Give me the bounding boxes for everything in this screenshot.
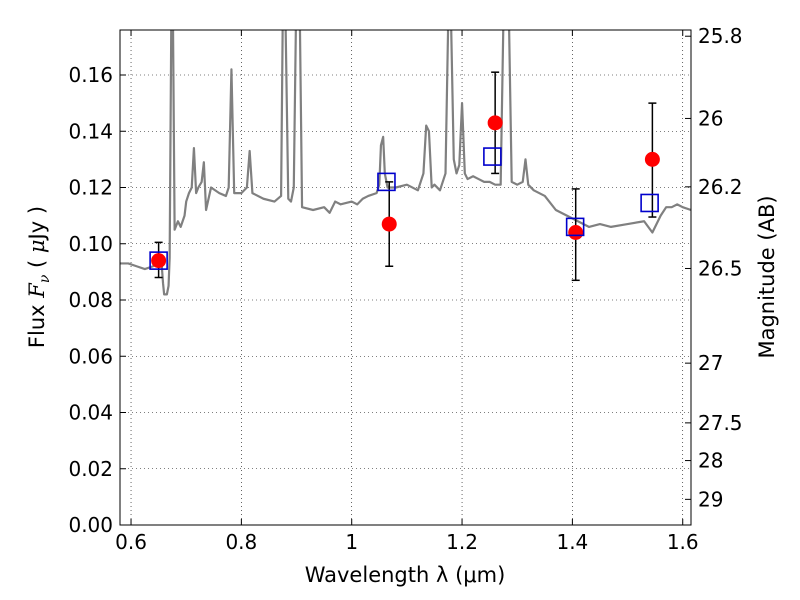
x-tick-label: 1 [345, 530, 358, 554]
spectrum-line [120, 30, 691, 296]
plot-area [120, 30, 691, 296]
x-tick-label: 0.8 [225, 530, 257, 554]
observed-flux-point [151, 253, 167, 269]
y-tick-label: 0.02 [68, 457, 113, 481]
y-tick-label: 0.04 [68, 401, 113, 425]
x-tick-label: 1.6 [667, 530, 699, 554]
y2-tick-label: 27.5 [698, 411, 743, 435]
y2-tick-label: 26.2 [698, 175, 743, 199]
y2-tick-label: 29 [698, 487, 723, 511]
y2-tick-label: 26.5 [698, 256, 743, 280]
x-tick-label: 1.4 [556, 530, 588, 554]
y-tick-label: 0.12 [68, 176, 113, 200]
y2-tick-label: 26 [698, 106, 723, 130]
grid-lines [120, 30, 691, 526]
y2-tick-label: 28 [698, 449, 723, 473]
model-flux-square [483, 147, 502, 166]
observed-flux-point [381, 216, 397, 232]
y-tick-label: 0.16 [68, 63, 113, 87]
data-markers [149, 71, 660, 282]
axis-ticks: 0.6 0.8 1 1.2 1.4 1.6 0.00 0.02 0.04 0.06 0.08 0.10… [68, 24, 742, 554]
model-flux-square [640, 193, 659, 213]
observed-flux-point [487, 115, 503, 131]
model-flux-square [377, 172, 396, 192]
y-tick-label: 0.00 [68, 513, 113, 537]
observed-flux-point [568, 225, 584, 240]
y-axis-title: Flux Fν ( μJy ) [25, 206, 53, 348]
y2-tick-label: 25.8 [698, 24, 743, 48]
x-axis-title: Wavelength λ (μm) [305, 563, 506, 587]
y-tick-label: 0.06 [68, 344, 113, 368]
y-tick-label: 0.14 [68, 119, 113, 143]
plot-background [120, 30, 691, 525]
observed-flux-point [644, 151, 660, 167]
y-tick-label: 0.08 [68, 288, 113, 312]
x-tick-label: 0.6 [115, 530, 147, 554]
model-flux-square [149, 251, 168, 270]
x-tick-label: 1.2 [446, 530, 478, 554]
plot-frame [119, 29, 692, 526]
y2-axis-title: Magnitude (AB) [755, 195, 779, 358]
y-tick-label: 0.10 [68, 232, 113, 256]
y2-tick-label: 27 [698, 351, 723, 375]
model-flux-square [565, 217, 585, 237]
